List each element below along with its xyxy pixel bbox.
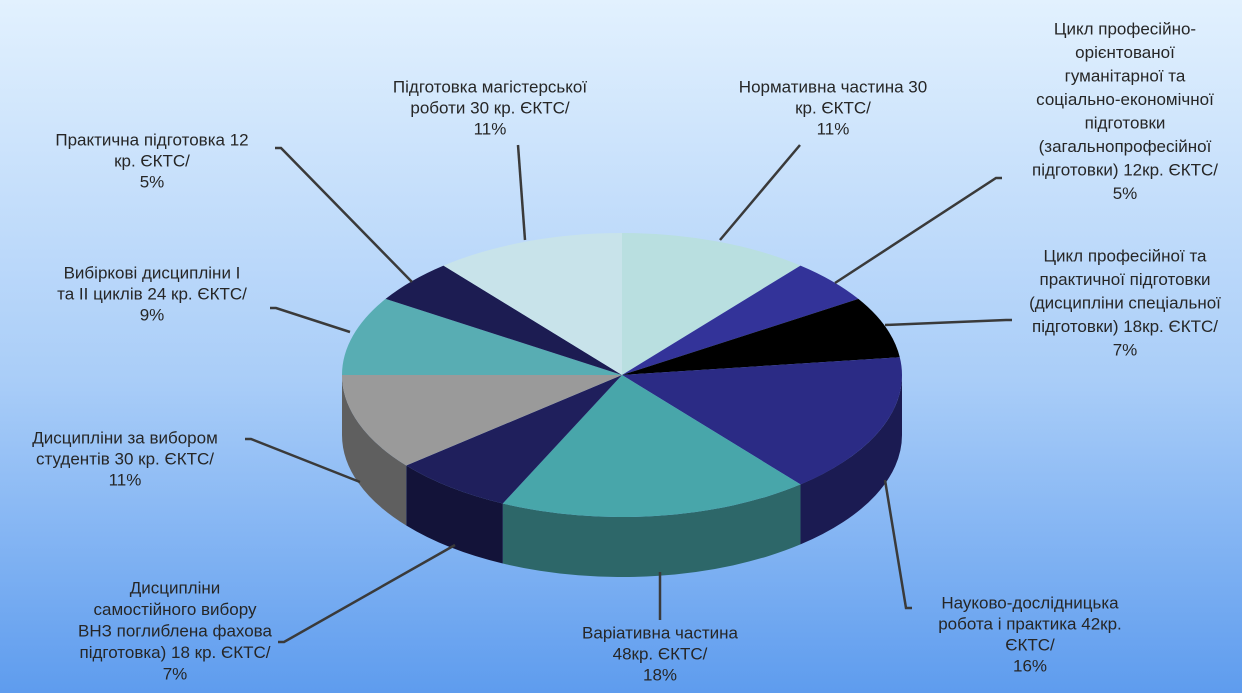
slice-side [502, 484, 801, 578]
leader-line [270, 306, 351, 334]
data-label: гуманітарної та [1065, 66, 1186, 85]
value-label: 18% [643, 665, 677, 684]
data-label: орієнтованої [1075, 43, 1175, 62]
data-label: Підготовка магістерської [393, 77, 587, 96]
leader-line [245, 437, 361, 484]
data-label: робота і практика 42кр. [938, 614, 1122, 633]
data-label: (загальнопрофесійної [1039, 137, 1212, 156]
data-label: ВНЗ поглиблена фахова [78, 621, 272, 640]
data-label: Дисципліни [130, 578, 221, 597]
leader-line [516, 144, 527, 241]
data-label: підготовки [1085, 113, 1166, 132]
data-label: соціально-економічної [1036, 90, 1214, 109]
leader-line [275, 146, 413, 283]
value-label: 7% [163, 664, 188, 683]
value-label: 7% [1113, 340, 1138, 359]
leader-line [884, 318, 1012, 327]
slice [342, 298, 622, 375]
data-label: Дисципліни за вибором [32, 428, 218, 447]
data-label: підготовка) 18 кр. ЄКТС/ [79, 643, 270, 662]
slice [502, 375, 801, 517]
slice [385, 265, 622, 375]
data-label: Нормативна частина 30 [739, 77, 927, 96]
slice [443, 233, 622, 375]
data-label: ЄКТС/ [1005, 635, 1055, 654]
data-label: Практична підготовка 12 [55, 130, 248, 149]
value-label: 9% [140, 305, 165, 324]
value-label: 11% [109, 470, 142, 489]
data-label: (дисципліни спеціальної [1029, 293, 1221, 312]
slice [622, 265, 859, 375]
data-label: 48кр. ЄКТС/ [613, 644, 708, 663]
slice [406, 375, 622, 504]
data-label: Цикл професійної та [1043, 246, 1207, 265]
slice-side [342, 375, 407, 526]
data-label: студентів 30 кр. ЄКТС/ [36, 449, 214, 468]
slice [342, 375, 622, 466]
leader-line [719, 144, 801, 241]
slice [622, 357, 902, 485]
data-label: підготовки) 12кр. ЄКТС/ [1032, 160, 1218, 179]
data-label: Науково-дослідницька [941, 593, 1119, 612]
data-label: підготовки) 18кр. ЄКТС/ [1032, 317, 1218, 336]
value-label: 5% [1113, 184, 1138, 203]
leader-line [834, 176, 1002, 285]
leader-line [883, 479, 912, 610]
data-label: практичної підготовки [1040, 270, 1211, 289]
leader-line [278, 543, 456, 644]
data-label: Вибіркові дисципліни І [64, 263, 241, 282]
data-label: Цикл професійно- [1054, 19, 1196, 38]
slice [622, 298, 900, 375]
data-label: роботи 30 кр. ЄКТС/ [410, 98, 569, 117]
slice [622, 233, 801, 375]
value-label: 16% [1013, 656, 1047, 675]
value-label: 5% [140, 172, 165, 191]
slice-side [406, 465, 503, 564]
data-label: самостійного вибору [94, 600, 257, 619]
data-label: кр. ЄКТС/ [795, 98, 871, 117]
value-label: 11% [817, 119, 850, 138]
slice-side [800, 375, 902, 545]
value-label: 11% [474, 119, 507, 138]
data-label: Варіативна частина [582, 623, 738, 642]
data-label: кр. ЄКТС/ [114, 151, 190, 170]
data-label: та ІІ циклів 24 кр. ЄКТС/ [57, 284, 247, 303]
